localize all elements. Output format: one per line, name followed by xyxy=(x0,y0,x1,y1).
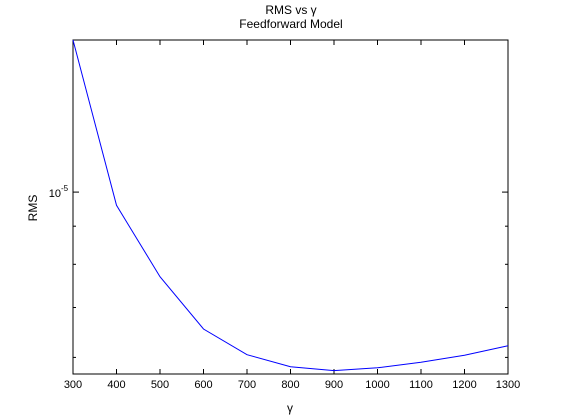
chart-subtitle: Feedforward Model xyxy=(239,17,342,31)
x-tick-label: 500 xyxy=(151,379,169,391)
x-tick-label: 1100 xyxy=(409,379,433,391)
x-tick-label: 700 xyxy=(238,379,256,391)
y-tick-label-exponent: -5 xyxy=(61,184,69,193)
x-tick-label: 400 xyxy=(107,379,125,391)
chart-title: RMS vs γ xyxy=(265,3,316,17)
plot-area: 300 400 500 600 700 800 900 1000 1100 1200 1300 10-… xyxy=(49,39,520,391)
x-axis-label: γ xyxy=(287,401,293,415)
plot-frame xyxy=(72,39,509,375)
y-axis-label: RMS xyxy=(26,195,40,222)
y-tick-label-base: 10 xyxy=(49,188,61,200)
series-line xyxy=(72,39,509,372)
x-tick-label: 300 xyxy=(64,379,82,391)
x-tick-label: 1000 xyxy=(365,379,389,391)
x-tick-label: 600 xyxy=(194,379,212,391)
x-tick-label: 800 xyxy=(281,379,299,391)
x-tick-label: 900 xyxy=(325,379,343,391)
x-tick-label: 1200 xyxy=(452,379,476,391)
x-tick-label: 1300 xyxy=(496,379,520,391)
